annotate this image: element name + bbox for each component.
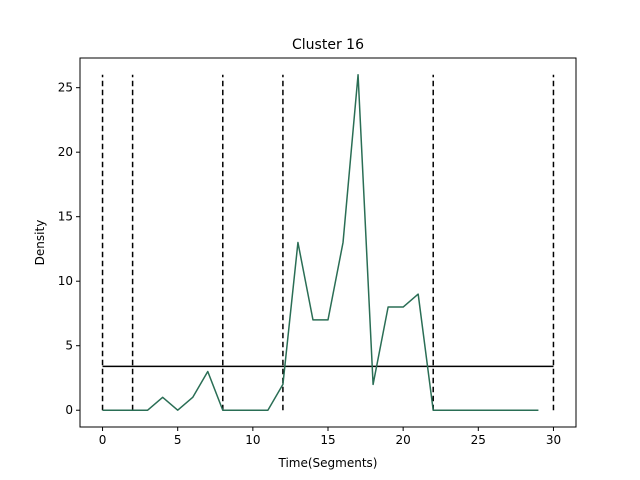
x-tick-label: 5	[174, 433, 182, 447]
y-tick-label: 5	[65, 339, 73, 353]
x-tick-label: 30	[546, 433, 561, 447]
y-tick-label: 20	[58, 145, 73, 159]
density-series-line	[102, 74, 539, 411]
y-tick-label: 0	[65, 403, 73, 417]
x-tick-label: 15	[320, 433, 335, 447]
y-axis-label: Density	[33, 220, 47, 266]
x-tick-label: 10	[245, 433, 260, 447]
y-tick-label: 15	[58, 210, 73, 224]
plot-area	[79, 57, 577, 428]
x-tick-label: 20	[396, 433, 411, 447]
x-axis-label: Time(Segments)	[278, 456, 378, 470]
y-tick-label: 10	[58, 274, 73, 288]
y-axis-ticks: 0 5 10 15 20 25	[58, 81, 80, 417]
x-axis-ticks: 0 5 10 15 20 25 30	[99, 427, 561, 447]
x-tick-label: 25	[471, 433, 486, 447]
chart-marks	[101, 74, 555, 411]
x-tick-label: 0	[99, 433, 107, 447]
chart-title: Cluster 16	[292, 37, 364, 53]
y-tick-label: 25	[58, 81, 73, 95]
